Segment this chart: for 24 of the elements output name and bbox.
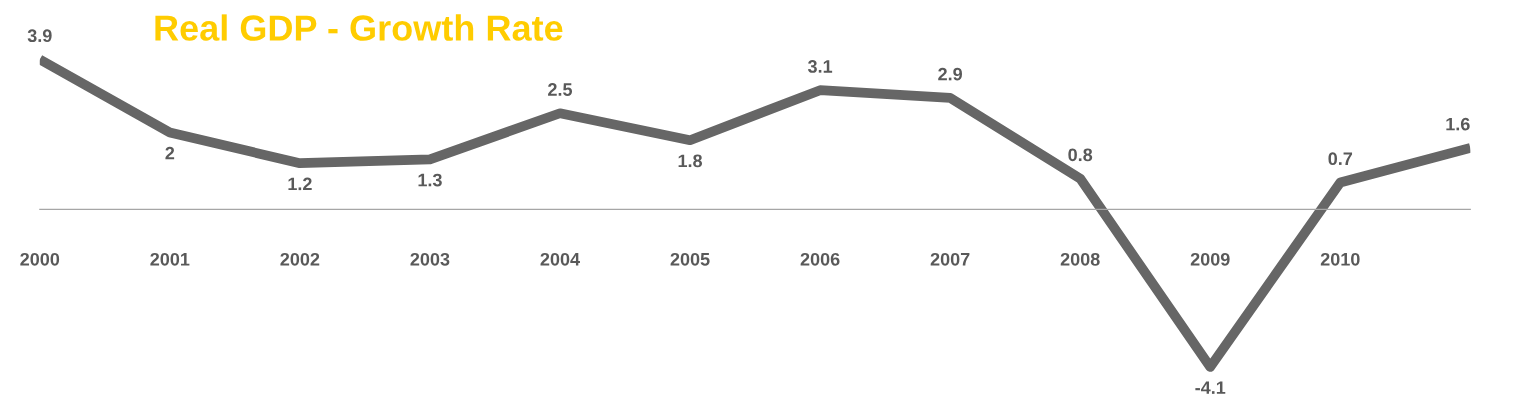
data-label: 0.7 (1328, 152, 1353, 166)
x-tick-label: 2004 (540, 252, 580, 266)
x-tick-label: 2001 (150, 252, 190, 266)
x-tick-label: 2007 (930, 252, 970, 266)
data-label: 2 (165, 146, 175, 160)
x-tick-label: 2010 (1320, 252, 1360, 266)
x-tick-label: 2009 (1190, 252, 1230, 266)
x-tick-label: 2005 (670, 252, 710, 266)
data-label: 2.9 (938, 67, 963, 81)
data-label: 0.8 (1068, 148, 1093, 162)
data-label: 1.8 (678, 154, 703, 168)
data-label: 1.3 (418, 173, 442, 187)
x-tick-label: 2008 (1060, 252, 1100, 266)
x-tick-label: 2000 (20, 252, 60, 266)
chart-title: Real GDP - Growth Rate (155, 14, 563, 41)
data-label: 2.5 (548, 83, 573, 96)
data-label: -4.1 (1195, 381, 1226, 394)
x-tick-label: 2003 (410, 252, 450, 266)
data-label: 3.1 (807, 60, 833, 73)
data-label: 1.2 (288, 177, 312, 191)
data-label: 1.6 (1446, 117, 1470, 131)
x-tick-label: 2002 (280, 252, 320, 266)
x-tick-label: 2006 (800, 252, 840, 266)
data-label: 3.9 (27, 29, 52, 43)
